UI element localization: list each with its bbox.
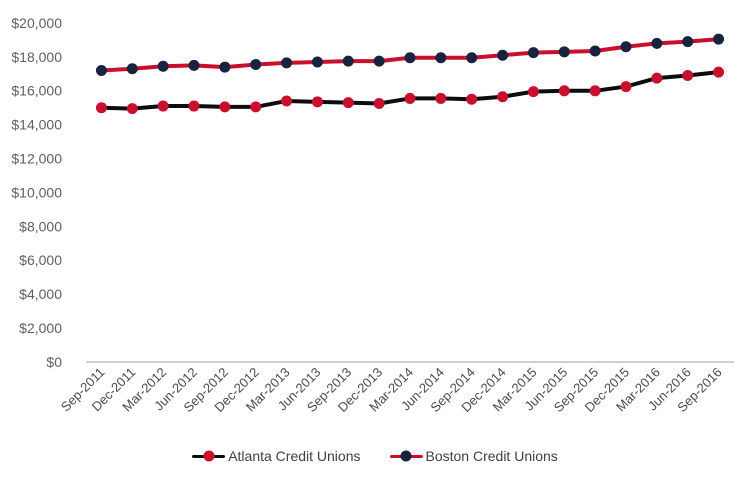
atlanta-credit-unions-marker <box>157 100 169 112</box>
boston-credit-unions-marker <box>713 33 725 45</box>
atlanta-credit-unions-marker <box>281 95 293 107</box>
boston-credit-unions-marker <box>342 55 354 67</box>
legend-item-boston: Boston Credit Unions <box>389 448 558 464</box>
atlanta-credit-unions-marker <box>682 70 694 82</box>
boston-credit-unions-marker <box>589 45 601 57</box>
atlanta-credit-unions-marker <box>126 103 138 115</box>
atlanta-credit-unions-marker <box>188 100 200 112</box>
atlanta-credit-unions-marker <box>527 86 539 98</box>
series-boston-credit-unions <box>95 33 725 76</box>
boston-credit-unions-marker <box>682 36 694 48</box>
atlanta-series-marker-icon <box>192 450 226 463</box>
boston-credit-unions-marker <box>250 59 262 71</box>
boston-credit-unions-marker <box>281 57 293 69</box>
atlanta-credit-unions-marker <box>404 92 416 104</box>
atlanta-credit-unions-marker <box>342 97 354 109</box>
boston-credit-unions-marker <box>157 60 169 72</box>
boston-credit-unions-marker <box>404 52 416 64</box>
atlanta-credit-unions-marker <box>651 72 663 84</box>
boston-credit-unions-marker <box>651 37 663 49</box>
y-tick-label: $8,000 <box>19 218 62 234</box>
boston-credit-unions-marker <box>95 64 107 76</box>
atlanta-credit-unions-marker <box>620 81 632 93</box>
boston-credit-unions-marker <box>188 59 200 71</box>
atlanta-credit-unions-marker <box>435 92 447 104</box>
circle-marker-icon <box>400 450 412 462</box>
atlanta-credit-unions-marker <box>373 98 385 110</box>
boston-credit-unions-marker <box>620 41 632 53</box>
atlanta-credit-unions-marker <box>95 102 107 114</box>
boston-credit-unions-marker <box>527 47 539 59</box>
boston-credit-unions-marker <box>497 49 509 61</box>
atlanta-credit-unions-marker <box>713 66 725 78</box>
y-tick-label: $14,000 <box>11 117 62 133</box>
y-axis-labels: $0 $2,000 $4,000 $6,000 $8,000 $10,000 $12,000… <box>11 15 62 370</box>
y-tick-label: $12,000 <box>11 151 62 167</box>
y-tick-label: $16,000 <box>11 83 62 99</box>
boston-series-marker-icon <box>389 450 423 463</box>
circle-marker-icon <box>203 450 215 462</box>
atlanta-credit-unions-marker <box>219 101 231 113</box>
y-tick-label: $0 <box>46 354 62 370</box>
boston-credit-unions-marker <box>466 52 478 64</box>
y-tick-label: $6,000 <box>19 252 62 268</box>
y-tick-label: $18,000 <box>11 49 62 65</box>
atlanta-credit-unions-marker <box>558 85 570 97</box>
x-axis-labels: Sep-2011Dec-2011Mar-2012Jun-2012Sep-2012… <box>58 365 725 415</box>
legend-item-atlanta: Atlanta Credit Unions <box>192 448 361 464</box>
y-tick-label: $10,000 <box>11 184 62 200</box>
atlanta-credit-unions-marker <box>250 101 262 113</box>
boston-credit-unions-marker <box>126 63 138 75</box>
y-tick-label: $4,000 <box>19 286 62 302</box>
legend-label-boston: Boston Credit Unions <box>425 448 558 464</box>
legend-label-atlanta: Atlanta Credit Unions <box>228 448 361 464</box>
y-tick-label: $20,000 <box>11 15 62 31</box>
atlanta-credit-unions-marker <box>466 93 478 105</box>
legend: Atlanta Credit Unions Boston Credit Unio… <box>0 448 750 464</box>
boston-credit-unions-marker <box>219 61 231 73</box>
boston-credit-unions-marker <box>435 52 447 64</box>
boston-credit-unions-marker <box>311 56 323 68</box>
boston-credit-unions-marker <box>373 55 385 67</box>
boston-credit-unions-marker <box>558 46 570 58</box>
plot-area: $0 $2,000 $4,000 $6,000 $8,000 $10,000 $12,000… <box>11 15 734 415</box>
atlanta-credit-unions-marker <box>589 85 601 97</box>
series-atlanta-credit-unions <box>95 66 725 115</box>
atlanta-credit-unions-marker <box>497 91 509 103</box>
atlanta-credit-unions-marker <box>311 96 323 108</box>
y-tick-label: $2,000 <box>19 320 62 336</box>
